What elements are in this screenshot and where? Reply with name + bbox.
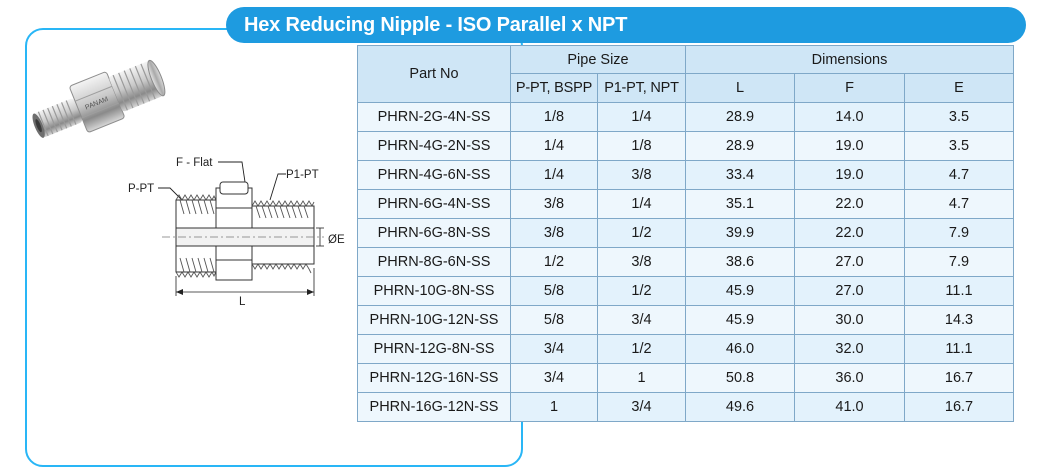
table-row: PHRN-6G-8N-SS 3/8 1/2 39.9 22.0 7.9 (357, 218, 1014, 248)
part-no-cell: PHRN-6G-8N-SS (357, 218, 511, 248)
p1-pt-cell: 1 (597, 363, 686, 393)
l-cell: 46.0 (685, 334, 795, 364)
product-photo: PANAM (32, 59, 166, 138)
part-no-cell: PHRN-12G-8N-SS (357, 334, 511, 364)
l-cell: 49.6 (685, 392, 795, 422)
table-row: PHRN-10G-8N-SS 5/8 1/2 45.9 27.0 11.1 (357, 276, 1014, 306)
table-row: PHRN-8G-6N-SS 1/2 3/8 38.6 27.0 7.9 (357, 247, 1014, 277)
page-title: Hex Reducing Nipple - ISO Parallel x NPT (226, 7, 1026, 43)
l-cell: 28.9 (685, 102, 795, 132)
part-no-cell: PHRN-2G-4N-SS (357, 102, 511, 132)
f-cell: 22.0 (794, 218, 905, 248)
l-cell: 50.8 (685, 363, 795, 393)
p-pt-cell: 1/2 (510, 247, 598, 277)
p-pt-cell: 1/4 (510, 131, 598, 161)
p-pt-cell: 1/4 (510, 160, 598, 190)
l-cell: 45.9 (685, 305, 795, 335)
l-cell: 45.9 (685, 276, 795, 306)
p1-pt-cell: 3/4 (597, 305, 686, 335)
table-row: PHRN-4G-2N-SS 1/4 1/8 28.9 19.0 3.5 (357, 131, 1014, 161)
part-no-cell: PHRN-6G-4N-SS (357, 189, 511, 219)
table-row: PHRN-12G-8N-SS 3/4 1/2 46.0 32.0 11.1 (357, 334, 1014, 364)
e-cell: 11.1 (904, 334, 1014, 364)
p-pt-cell: 3/4 (510, 334, 598, 364)
sub-header-e: E (904, 73, 1014, 103)
f-cell: 32.0 (794, 334, 905, 364)
sub-header-p1-pt: P1-PT, NPT (597, 73, 686, 103)
dimensions-header: Dimensions (685, 45, 1014, 74)
part-no-cell: PHRN-10G-8N-SS (357, 276, 511, 306)
p1-pt-label: P1-PT (286, 169, 319, 181)
p-pt-cell: 3/8 (510, 189, 598, 219)
technical-drawing: F - Flat P1-PT P-PT ØE L (128, 157, 345, 308)
p1-pt-cell: 1/2 (597, 218, 686, 248)
table-row: PHRN-6G-4N-SS 3/8 1/4 35.1 22.0 4.7 (357, 189, 1014, 219)
l-cell: 35.1 (685, 189, 795, 219)
sub-header-p-pt: P-PT, BSPP (510, 73, 598, 103)
table-row: PHRN-4G-6N-SS 1/4 3/8 33.4 19.0 4.7 (357, 160, 1014, 190)
table-row: PHRN-12G-16N-SS 3/4 1 50.8 36.0 16.7 (357, 363, 1014, 393)
p-pt-cell: 5/8 (510, 305, 598, 335)
table-row: PHRN-16G-12N-SS 1 3/4 49.6 41.0 16.7 (357, 392, 1014, 422)
p1-pt-cell: 1/2 (597, 276, 686, 306)
p-pt-cell: 1 (510, 392, 598, 422)
f-cell: 19.0 (794, 131, 905, 161)
l-cell: 38.6 (685, 247, 795, 277)
p-pt-cell: 3/8 (510, 218, 598, 248)
e-cell: 4.7 (904, 160, 1014, 190)
p-pt-cell: 3/4 (510, 363, 598, 393)
f-cell: 36.0 (794, 363, 905, 393)
e-cell: 3.5 (904, 102, 1014, 132)
p1-pt-cell: 3/8 (597, 160, 686, 190)
e-cell: 16.7 (904, 392, 1014, 422)
part-no-cell: PHRN-16G-12N-SS (357, 392, 511, 422)
e-cell: 11.1 (904, 276, 1014, 306)
f-cell: 19.0 (794, 160, 905, 190)
e-cell: 14.3 (904, 305, 1014, 335)
sub-header-f: F (794, 73, 905, 103)
p1-pt-cell: 3/4 (597, 392, 686, 422)
f-cell: 27.0 (794, 247, 905, 277)
e-cell: 7.9 (904, 218, 1014, 248)
f-flat-label: F - Flat (176, 157, 213, 169)
e-cell: 7.9 (904, 247, 1014, 277)
f-cell: 27.0 (794, 276, 905, 306)
part-no-cell: PHRN-4G-2N-SS (357, 131, 511, 161)
e-cell: 16.7 (904, 363, 1014, 393)
table-row: PHRN-10G-12N-SS 5/8 3/4 45.9 30.0 14.3 (357, 305, 1014, 335)
sub-header-l: L (685, 73, 795, 103)
part-no-cell: PHRN-12G-16N-SS (357, 363, 511, 393)
pipe-size-header: Pipe Size (510, 45, 686, 74)
f-cell: 41.0 (794, 392, 905, 422)
diameter-e-label: ØE (328, 234, 345, 246)
spec-table: Part No Pipe Size Dimensions P-PT, BSPP … (357, 45, 1014, 422)
f-cell: 22.0 (794, 189, 905, 219)
l-cell: 28.9 (685, 131, 795, 161)
f-cell: 14.0 (794, 102, 905, 132)
l-cell: 39.9 (685, 218, 795, 248)
p-pt-cell: 1/8 (510, 102, 598, 132)
p1-pt-cell: 1/8 (597, 131, 686, 161)
table-row: PHRN-2G-4N-SS 1/8 1/4 28.9 14.0 3.5 (357, 102, 1014, 132)
part-no-cell: PHRN-4G-6N-SS (357, 160, 511, 190)
length-l-label: L (239, 296, 246, 308)
p1-pt-cell: 1/4 (597, 189, 686, 219)
l-cell: 33.4 (685, 160, 795, 190)
p1-pt-cell: 1/4 (597, 102, 686, 132)
part-no-cell: PHRN-8G-6N-SS (357, 247, 511, 277)
p-pt-label: P-PT (128, 183, 154, 195)
e-cell: 3.5 (904, 131, 1014, 161)
f-cell: 30.0 (794, 305, 905, 335)
e-cell: 4.7 (904, 189, 1014, 219)
p1-pt-cell: 1/2 (597, 334, 686, 364)
p-pt-cell: 5/8 (510, 276, 598, 306)
p1-pt-cell: 3/8 (597, 247, 686, 277)
part-no-header: Part No (357, 45, 511, 103)
part-no-cell: PHRN-10G-12N-SS (357, 305, 511, 335)
spec-table-container: Part No Pipe Size Dimensions P-PT, BSPP … (357, 45, 1014, 422)
